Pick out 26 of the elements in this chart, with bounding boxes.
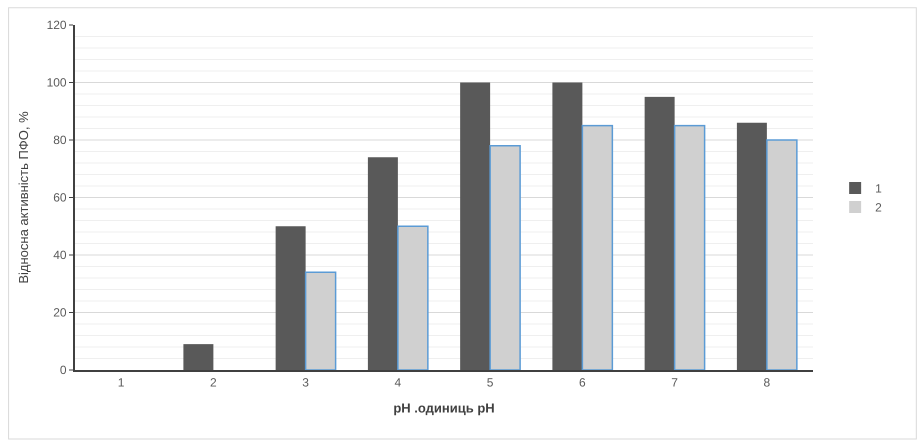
x-tick-label: 3 [302,375,310,390]
legend-label: 1 [875,182,882,196]
y-tick-label: 120 [46,18,67,32]
legend-label: 2 [875,200,882,215]
bar [368,157,398,370]
x-tick-label: 6 [579,375,586,390]
y-tick-label: 60 [53,190,67,205]
x-tick-label: 8 [764,375,771,390]
bar [644,96,675,370]
x-tick-label: 5 [486,375,494,390]
x-tick-label: 4 [394,375,402,390]
x-tick-label: 1 [118,375,125,390]
y-tick-label: 20 [53,306,67,320]
y-tick-label: 40 [53,248,67,262]
y-tick-label: 80 [53,133,67,148]
bar [276,226,306,370]
y-tick-label: 100 [46,76,67,90]
x-tick-label: 7 [671,375,678,390]
bar [460,82,490,370]
x-axis-title: pH .одиниць pH [393,400,495,416]
bar [552,82,582,370]
y-axis-title: Відносна активність ПФО, % [16,110,32,284]
x-tick-label: 2 [210,375,218,390]
bar [736,122,767,370]
y-tick-label: 0 [60,363,67,378]
bar [183,344,214,370]
